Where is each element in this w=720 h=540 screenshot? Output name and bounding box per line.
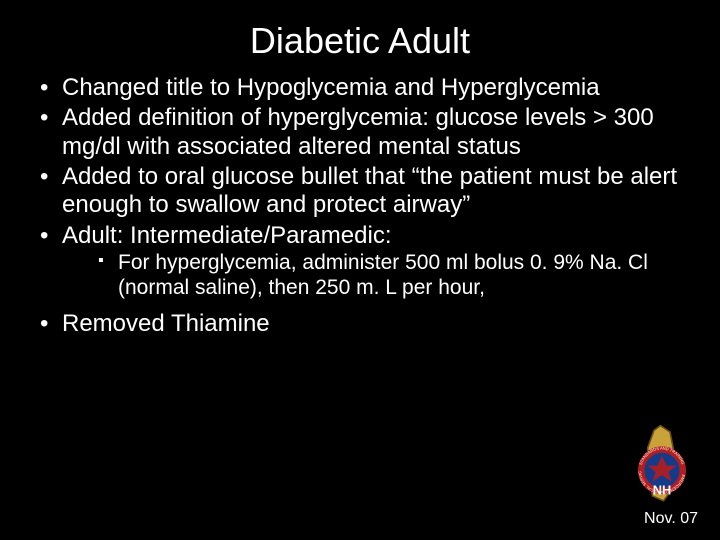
bullet-text: Added definition of hyperglycemia: gluco… (62, 104, 654, 159)
sub-bullet-text: For hyperglycemia, administer 500 ml bol… (118, 251, 648, 299)
slide: Diabetic Adult Changed title to Hypoglyc… (0, 0, 720, 540)
bullet-text: Changed title to Hypoglycemia and Hyperg… (62, 74, 600, 101)
sub-bullet-item: For hyperglycemia, administer 500 ml bol… (96, 250, 684, 300)
bullet-text: Added to oral glucose bullet that “the p… (62, 163, 677, 218)
logo-svg: NH STANDARDS AND TRAINING EMERGENCY MEDI… (622, 424, 702, 504)
nh-ems-logo: NH STANDARDS AND TRAINING EMERGENCY MEDI… (622, 424, 702, 504)
bullet-text: Removed Thiamine (62, 310, 270, 337)
slide-body: Changed title to Hypoglycemia and Hyperg… (0, 74, 720, 339)
bullet-item: Removed Thiamine (36, 310, 684, 338)
bullet-item: Adult: Intermediate/Paramedic: For hyper… (36, 222, 684, 301)
bullet-item: Changed title to Hypoglycemia and Hyperg… (36, 74, 684, 102)
sub-bullet-list: For hyperglycemia, administer 500 ml bol… (62, 250, 684, 300)
bullet-text: Adult: Intermediate/Paramedic: (62, 222, 392, 249)
footer-date: Nov. 07 (644, 510, 698, 528)
slide-title: Diabetic Adult (0, 0, 720, 74)
bullet-item: Added to oral glucose bullet that “the p… (36, 163, 684, 220)
bullet-list: Changed title to Hypoglycemia and Hyperg… (36, 74, 684, 339)
bullet-item: Added definition of hyperglycemia: gluco… (36, 104, 684, 161)
